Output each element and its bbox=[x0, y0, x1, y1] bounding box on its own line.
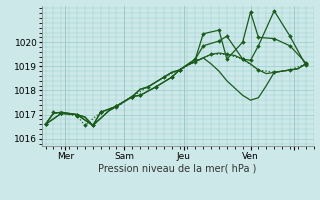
X-axis label: Pression niveau de la mer( hPa ): Pression niveau de la mer( hPa ) bbox=[99, 163, 257, 173]
